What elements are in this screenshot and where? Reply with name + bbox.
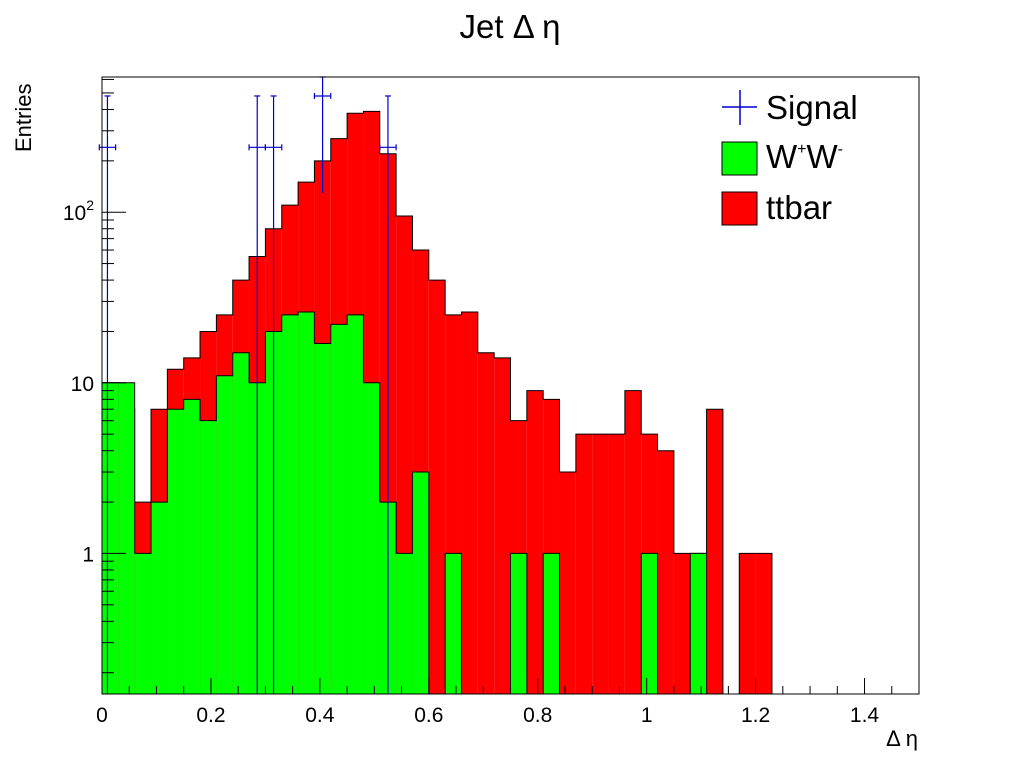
legend-ttbar-swatch (721, 191, 758, 226)
ww-bar (298, 312, 315, 694)
y-axis-label: Entries (11, 84, 36, 152)
ttbar-bar (739, 553, 756, 694)
legend-ttbar-label: ttbar (766, 189, 832, 226)
ww-bar (200, 420, 217, 694)
y-tick-label: 102 (63, 197, 94, 225)
plot-area (98, 76, 919, 695)
legend-entry-signal: Signal (722, 89, 858, 126)
ww-bar (396, 553, 413, 694)
ww-bar (102, 382, 119, 694)
ttbar-outline (101, 110, 919, 695)
legend-ww-label-plus: + (797, 141, 806, 158)
ww-bar (641, 553, 658, 694)
ww-bar (232, 352, 250, 694)
ww-bar (510, 553, 527, 694)
x-tick-label: 0.2 (196, 704, 225, 727)
x-tick-label: 0.8 (523, 704, 552, 727)
ww-bar (167, 409, 184, 694)
ww-bar (281, 314, 299, 694)
legend-entry-ttbar: ttbar (721, 189, 832, 226)
ww-bar (134, 553, 152, 694)
x-tick-label: 1.2 (741, 704, 770, 727)
ww-bar (445, 553, 462, 694)
ttbar-bar (624, 390, 642, 694)
ttbar-bar (477, 352, 495, 694)
ttbar-bar (575, 434, 593, 694)
ttbar-bar (592, 434, 609, 694)
legend-ww-label-w1: W (766, 138, 798, 175)
ww-bar (690, 553, 707, 694)
ttbar-bar (755, 553, 772, 694)
signal-point (264, 95, 283, 694)
ttbar-bar (673, 553, 691, 694)
x-axis: 0 0.2 0.4 0.6 0.8 1 1.2 1.4 (96, 678, 920, 727)
x-tick-label: 1.4 (850, 704, 880, 727)
ww-bar (183, 399, 201, 694)
legend-signal-label: Signal (766, 89, 858, 126)
legend-ww-label: W+W- (766, 138, 843, 175)
x-tick-label: 0.6 (414, 704, 443, 727)
ww-bar (330, 324, 348, 694)
ttbar-bar (608, 434, 625, 694)
ww-bar (118, 382, 135, 694)
legend-ww-swatch (721, 141, 758, 176)
chart-title: Jet Δ η (460, 8, 561, 45)
x-tick-label: 0 (96, 704, 108, 727)
ttbar-bar (428, 280, 446, 694)
legend-ww-label-minus: - (838, 141, 843, 158)
x-tick-label: 0.4 (305, 704, 335, 727)
y-tick-label: 10 (71, 373, 94, 396)
ww-bar (347, 314, 364, 694)
ww-bar (151, 502, 168, 694)
ww-bar (314, 343, 331, 694)
y-axis: 1 10 102 (63, 78, 126, 674)
legend-ww-label-w2: W (807, 138, 839, 175)
ww-bar (363, 382, 380, 694)
x-axis-label: Δ η (886, 726, 918, 751)
signal-point (379, 95, 397, 694)
legend-entry-ww: W+W- (721, 138, 843, 176)
ttbar-bar (461, 312, 478, 694)
ww-bar (543, 553, 560, 694)
y-tick-label: 1 (82, 543, 94, 566)
signal-point (248, 95, 266, 694)
legend: Signal W+W- ttbar (721, 89, 858, 226)
x-tick-label: 1 (641, 704, 653, 727)
ttbar-bar (657, 450, 674, 694)
ttbar-bar (559, 472, 576, 694)
ww-bar (216, 375, 233, 694)
ttbar-bar (706, 409, 723, 694)
ww-bar (412, 472, 429, 694)
ttbar-bar (494, 357, 511, 694)
ttbar-bar (526, 390, 544, 694)
